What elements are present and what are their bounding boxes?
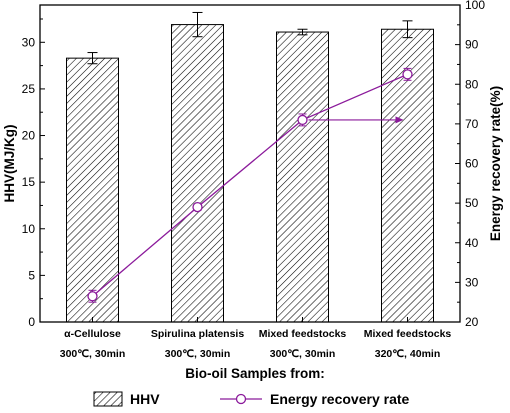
right-axis-tick-label: 60 [465,157,479,171]
legend-energy-marker [235,393,247,405]
legend-hhv-label: HHV [130,391,160,407]
right-axis-tick-label: 90 [465,38,479,52]
left-axis-title: HHV(MJ/Kg) [2,125,17,203]
hhv-bar [276,31,329,323]
category-label: Spirulina platensis [151,328,245,340]
right-axis-title: Energy recovery rate(%) [488,86,503,241]
category-label: Mixed feedstocks [259,328,347,340]
category-condition-label: 300℃, 30min [60,348,126,360]
hhv-bar [171,24,224,323]
energy-recovery-line [92,73,408,297]
category-label: α-Cellulose [64,328,121,340]
right-axis-tick-label: 40 [465,236,479,250]
category-condition-label: 320℃, 40min [375,348,441,360]
legend-energy-label: Energy recovery rate [270,391,410,407]
category-condition-label: 300℃, 30min [270,348,336,360]
left-axis-tick-label: 25 [22,82,36,96]
left-axis-tick-label: 20 [22,129,36,143]
category-label: Mixed feedstocks [364,328,452,340]
energy-recovery-point [402,69,413,80]
left-axis-tick-label: 15 [22,175,36,189]
legend-hhv-swatch [93,391,123,407]
hhv-bar [66,57,119,323]
left-axis-tick-label: 5 [28,268,35,282]
energy-recovery-point [192,201,203,213]
energy-recovery-point [297,114,308,126]
category-condition-label: 300℃, 30min [165,348,231,360]
right-axis-tick-label: 30 [465,275,479,289]
x-axis-title: Bio-oil Samples from: [185,366,325,381]
right-axis-tick-label: 80 [465,77,479,91]
left-axis-tick-label: 30 [22,35,36,49]
right-axis-tick-label: 50 [465,196,479,210]
energy-recovery-point [87,291,98,302]
left-axis-tick-label: 10 [22,222,36,236]
right-axis-tick-label: 70 [465,117,479,131]
annotation-arrow-head [395,116,404,124]
right-axis-tick-label: 100 [465,0,485,12]
left-axis-tick-label: 0 [28,315,35,329]
right-axis-tick-label: 20 [465,315,479,329]
